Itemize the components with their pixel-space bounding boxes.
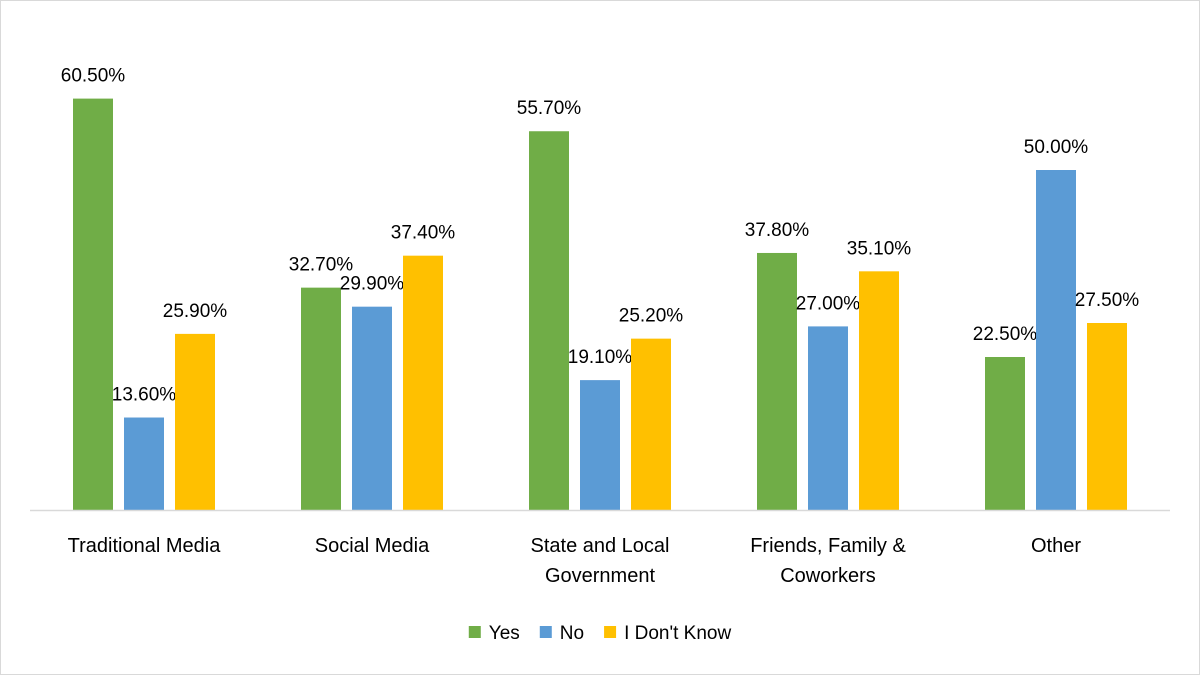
bar-no-3 xyxy=(808,326,848,510)
category-label: Government xyxy=(545,565,655,587)
category-label: Social Media xyxy=(315,535,430,557)
bar-no-1 xyxy=(352,306,392,510)
category-label: Other xyxy=(1031,535,1081,557)
data-label: 35.10% xyxy=(847,238,912,259)
bar-yes-1 xyxy=(301,287,341,510)
legend-label-yes: Yes xyxy=(489,623,520,644)
data-label: 60.50% xyxy=(61,66,126,87)
data-label: 25.90% xyxy=(163,301,228,322)
bar-no-0 xyxy=(124,417,164,510)
bar-i-don-t-know-4 xyxy=(1087,323,1127,510)
data-label: 37.40% xyxy=(391,223,456,244)
data-label: 37.80% xyxy=(745,220,810,241)
data-label: 50.00% xyxy=(1024,137,1089,158)
legend-swatch-no xyxy=(539,626,552,638)
legend-label-no: No xyxy=(560,623,584,644)
bar-yes-2 xyxy=(529,131,569,511)
bar-yes-4 xyxy=(985,357,1025,510)
data-label: 19.10% xyxy=(568,347,633,368)
category-label: Coworkers xyxy=(780,565,876,587)
bar-yes-3 xyxy=(757,252,797,510)
data-label: 27.00% xyxy=(796,293,861,314)
data-label: 32.70% xyxy=(289,255,354,276)
bar-yes-0 xyxy=(73,98,113,510)
data-label: 25.20% xyxy=(619,306,684,327)
data-label: 13.60% xyxy=(112,385,177,406)
bar-i-don-t-know-2 xyxy=(631,338,671,510)
bar-i-don-t-know-0 xyxy=(175,333,215,510)
bar-i-don-t-know-3 xyxy=(859,271,899,510)
bar-no-2 xyxy=(580,380,620,510)
data-label: 22.50% xyxy=(973,324,1038,345)
bar-i-don-t-know-1 xyxy=(403,255,443,510)
category-label: Traditional Media xyxy=(68,535,222,557)
data-label: 55.70% xyxy=(517,98,582,119)
bar-no-4 xyxy=(1036,170,1076,510)
legend-swatch-i-don-t-know xyxy=(604,626,617,638)
category-label: Friends, Family & xyxy=(750,535,906,557)
category-label: State and Local xyxy=(531,535,670,557)
data-label: 27.50% xyxy=(1075,290,1140,311)
legend-swatch-yes xyxy=(468,626,481,638)
data-label: 29.90% xyxy=(340,274,405,295)
legend-label-i-don-t-know: I Don't Know xyxy=(624,623,731,644)
